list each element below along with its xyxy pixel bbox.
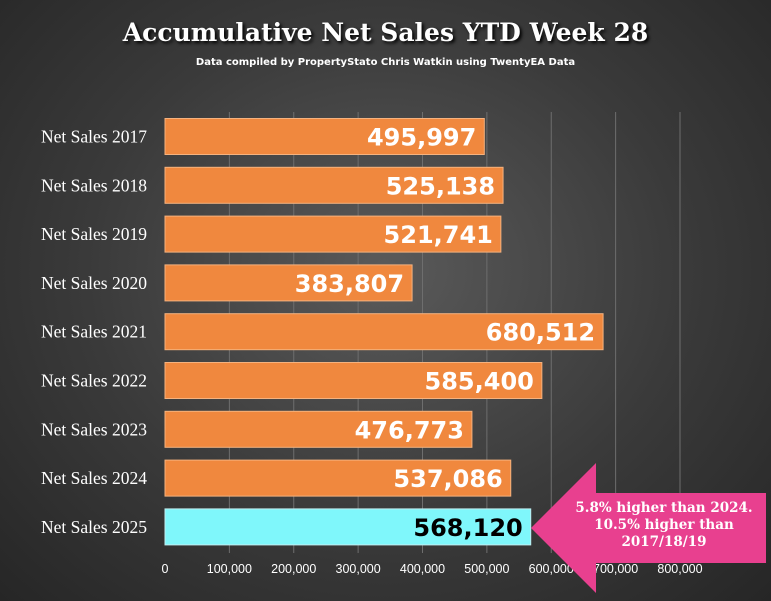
x-tick-label: 100,000 <box>207 562 252 576</box>
bar <box>164 166 504 204</box>
x-tick-label: 800,000 <box>657 562 702 576</box>
callout-text: 5.8% higher than 2024. 10.5% higher than… <box>575 500 753 550</box>
category-label: Net Sales 2019 <box>41 224 147 244</box>
x-tick-label: 300,000 <box>336 562 381 576</box>
bar <box>164 264 413 302</box>
x-tick-label: 600,000 <box>529 562 574 576</box>
category-label: Net Sales 2023 <box>41 419 147 439</box>
x-tick-label: 200,000 <box>271 562 316 576</box>
data-label: 585,400 <box>425 368 534 396</box>
category-label: Net Sales 2025 <box>41 517 147 537</box>
data-label: 537,086 <box>393 465 502 493</box>
x-tick-label: 700,000 <box>593 562 638 576</box>
bar <box>164 215 502 253</box>
bar <box>164 459 512 497</box>
data-label: 680,512 <box>486 319 595 347</box>
category-label: Net Sales 2018 <box>41 175 147 195</box>
bar <box>164 362 543 399</box>
data-label: 476,773 <box>355 416 464 444</box>
category-label: Net Sales 2022 <box>41 371 147 391</box>
data-label: 525,138 <box>386 172 495 200</box>
x-tick-label: 400,000 <box>400 562 445 576</box>
category-label: Net Sales 2024 <box>41 468 147 488</box>
category-label: Net Sales 2021 <box>41 322 147 342</box>
chart-subtitle: Data compiled by PropertyStato Chris Wat… <box>195 57 576 68</box>
data-label: 568,120 <box>413 514 522 542</box>
bar <box>164 313 604 351</box>
chart-title: Accumulative Net Sales YTD Week 28 <box>122 18 649 47</box>
category-label: Net Sales 2020 <box>41 273 147 293</box>
category-label: Net Sales 2017 <box>41 127 147 147</box>
data-label: 495,997 <box>367 124 476 152</box>
data-label: 521,741 <box>384 221 493 249</box>
x-tick-label: 0 <box>162 562 169 576</box>
data-label: 383,807 <box>295 270 404 298</box>
x-tick-label: 500,000 <box>464 562 509 576</box>
bar <box>164 508 532 546</box>
bar <box>164 118 485 155</box>
callout-arrow <box>531 463 766 593</box>
bar <box>164 410 473 448</box>
